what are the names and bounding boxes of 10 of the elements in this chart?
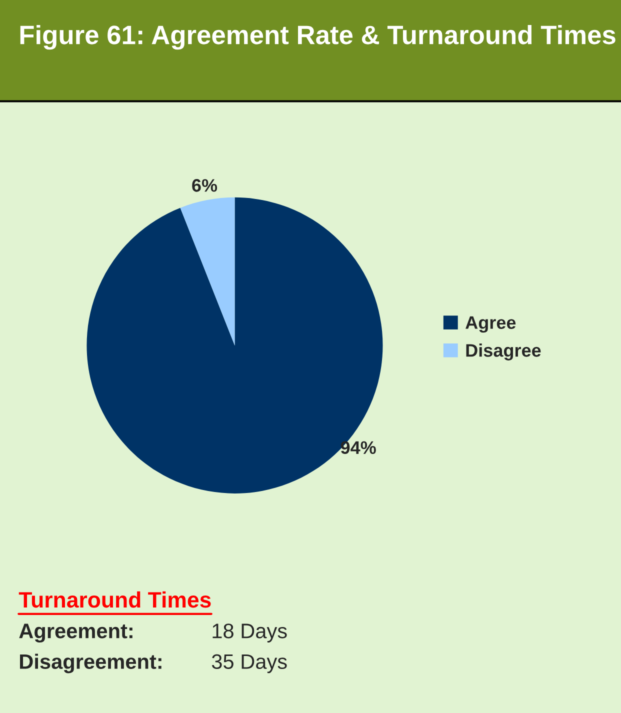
pie-slice: [180, 197, 235, 346]
data-label: 94%: [340, 441, 376, 454]
pie-slice: [86, 197, 383, 494]
legend-label: Disagree: [466, 344, 541, 360]
text: Agreement: 18 Days: [19, 624, 287, 643]
chart-title: Figure 61: Agreement Rate & Turnaround Times: [20, 24, 616, 50]
text: Disagreement: 35 Days: [20, 654, 287, 674]
legend-label: Agree: [466, 316, 516, 333]
data-label: 6%: [192, 179, 218, 192]
text: Turnaround Times: [18, 591, 211, 608]
